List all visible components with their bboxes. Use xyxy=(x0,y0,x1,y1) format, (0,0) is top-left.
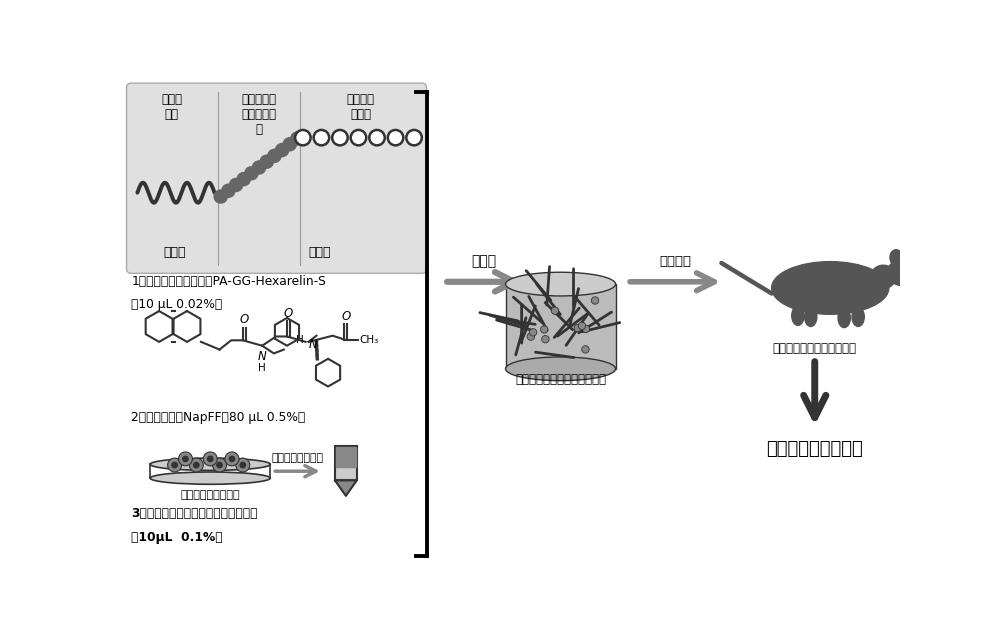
Circle shape xyxy=(406,130,422,145)
Text: 亲水链: 亲水链 xyxy=(309,246,331,260)
Circle shape xyxy=(189,458,203,472)
Circle shape xyxy=(295,130,311,145)
Circle shape xyxy=(540,326,548,333)
Circle shape xyxy=(283,138,296,150)
Circle shape xyxy=(582,325,590,333)
Text: O: O xyxy=(284,307,293,319)
Circle shape xyxy=(582,345,589,353)
Ellipse shape xyxy=(887,259,918,286)
Circle shape xyxy=(208,456,213,462)
Circle shape xyxy=(217,462,222,468)
Circle shape xyxy=(245,167,258,180)
Text: 疏水链: 疏水链 xyxy=(164,246,186,260)
Circle shape xyxy=(529,329,537,336)
Ellipse shape xyxy=(910,272,929,287)
Circle shape xyxy=(260,155,273,168)
Bar xyxy=(506,284,616,369)
Text: 移植到心梗后的大鼠心脏中: 移植到心梗后的大鼠心脏中 xyxy=(773,342,857,355)
Circle shape xyxy=(268,149,281,163)
Circle shape xyxy=(225,452,239,466)
Circle shape xyxy=(168,458,182,472)
Text: 心肌注射: 心肌注射 xyxy=(659,255,691,268)
Circle shape xyxy=(369,130,385,145)
Text: 人脐带间充质干细胞: 人脐带间充质干细胞 xyxy=(180,490,240,500)
Circle shape xyxy=(236,458,250,472)
Ellipse shape xyxy=(150,472,270,485)
Bar xyxy=(335,446,357,481)
Ellipse shape xyxy=(852,307,864,326)
Circle shape xyxy=(178,452,192,466)
Text: N: N xyxy=(309,338,317,351)
Circle shape xyxy=(229,456,235,462)
Ellipse shape xyxy=(792,306,804,325)
Circle shape xyxy=(351,130,366,145)
Text: O: O xyxy=(341,310,351,323)
Circle shape xyxy=(214,190,227,203)
Text: （10μL  0.1%）: （10μL 0.1%） xyxy=(131,530,223,544)
Circle shape xyxy=(276,144,289,157)
Circle shape xyxy=(183,456,188,462)
Text: 1，设计合成功能性多肽PA-GG-Hexarelin-S: 1，设计合成功能性多肽PA-GG-Hexarelin-S xyxy=(131,275,326,288)
Text: CH₃: CH₃ xyxy=(360,335,379,345)
FancyBboxPatch shape xyxy=(127,83,426,273)
Circle shape xyxy=(237,173,250,185)
Circle shape xyxy=(213,458,227,472)
Bar xyxy=(336,447,356,467)
Circle shape xyxy=(551,307,559,314)
Text: 包裹外泌体的纳米纤维水凝胶: 包裹外泌体的纳米纤维水凝胶 xyxy=(515,373,606,387)
Circle shape xyxy=(229,178,243,192)
Circle shape xyxy=(222,184,235,197)
Text: 棕榈酸
酰基: 棕榈酸 酰基 xyxy=(161,93,182,121)
Circle shape xyxy=(194,462,199,468)
Text: O: O xyxy=(240,314,249,326)
Circle shape xyxy=(314,130,329,145)
Text: 提高心梗后心脏功能: 提高心梗后心脏功能 xyxy=(766,441,863,458)
Text: 自组装: 自组装 xyxy=(471,254,496,268)
Circle shape xyxy=(591,297,599,304)
Ellipse shape xyxy=(871,265,896,288)
Text: 从上清获得外泌体: 从上清获得外泌体 xyxy=(271,453,323,463)
Circle shape xyxy=(203,452,217,466)
Circle shape xyxy=(527,333,535,340)
Ellipse shape xyxy=(506,357,616,380)
Text: 2，促成胶多肽NapFF（80 μL 0.5%）: 2，促成胶多肽NapFF（80 μL 0.5%） xyxy=(131,411,305,424)
Ellipse shape xyxy=(150,458,270,471)
Circle shape xyxy=(542,335,549,343)
Circle shape xyxy=(240,462,246,468)
Circle shape xyxy=(291,132,304,145)
Circle shape xyxy=(252,161,266,174)
Text: H: H xyxy=(258,363,266,373)
Ellipse shape xyxy=(506,272,616,296)
Ellipse shape xyxy=(838,308,850,328)
Circle shape xyxy=(172,462,177,468)
Text: 生长激素
释放肽: 生长激素 释放肽 xyxy=(347,93,375,121)
Ellipse shape xyxy=(772,262,889,314)
Text: 基质金属蛋
白酶降解序
列: 基质金属蛋 白酶降解序 列 xyxy=(242,93,277,136)
Circle shape xyxy=(332,130,348,145)
Ellipse shape xyxy=(890,250,902,265)
Circle shape xyxy=(388,130,403,145)
Circle shape xyxy=(578,322,586,330)
Ellipse shape xyxy=(805,307,817,326)
Text: H: H xyxy=(296,335,304,345)
Polygon shape xyxy=(335,481,357,496)
Text: （10 μL 0.02%）: （10 μL 0.02%） xyxy=(131,298,222,311)
Circle shape xyxy=(574,324,581,331)
Text: 3，收集人脐带间充质干细胞的外泌体: 3，收集人脐带间充质干细胞的外泌体 xyxy=(131,507,258,521)
Text: N: N xyxy=(258,349,267,363)
